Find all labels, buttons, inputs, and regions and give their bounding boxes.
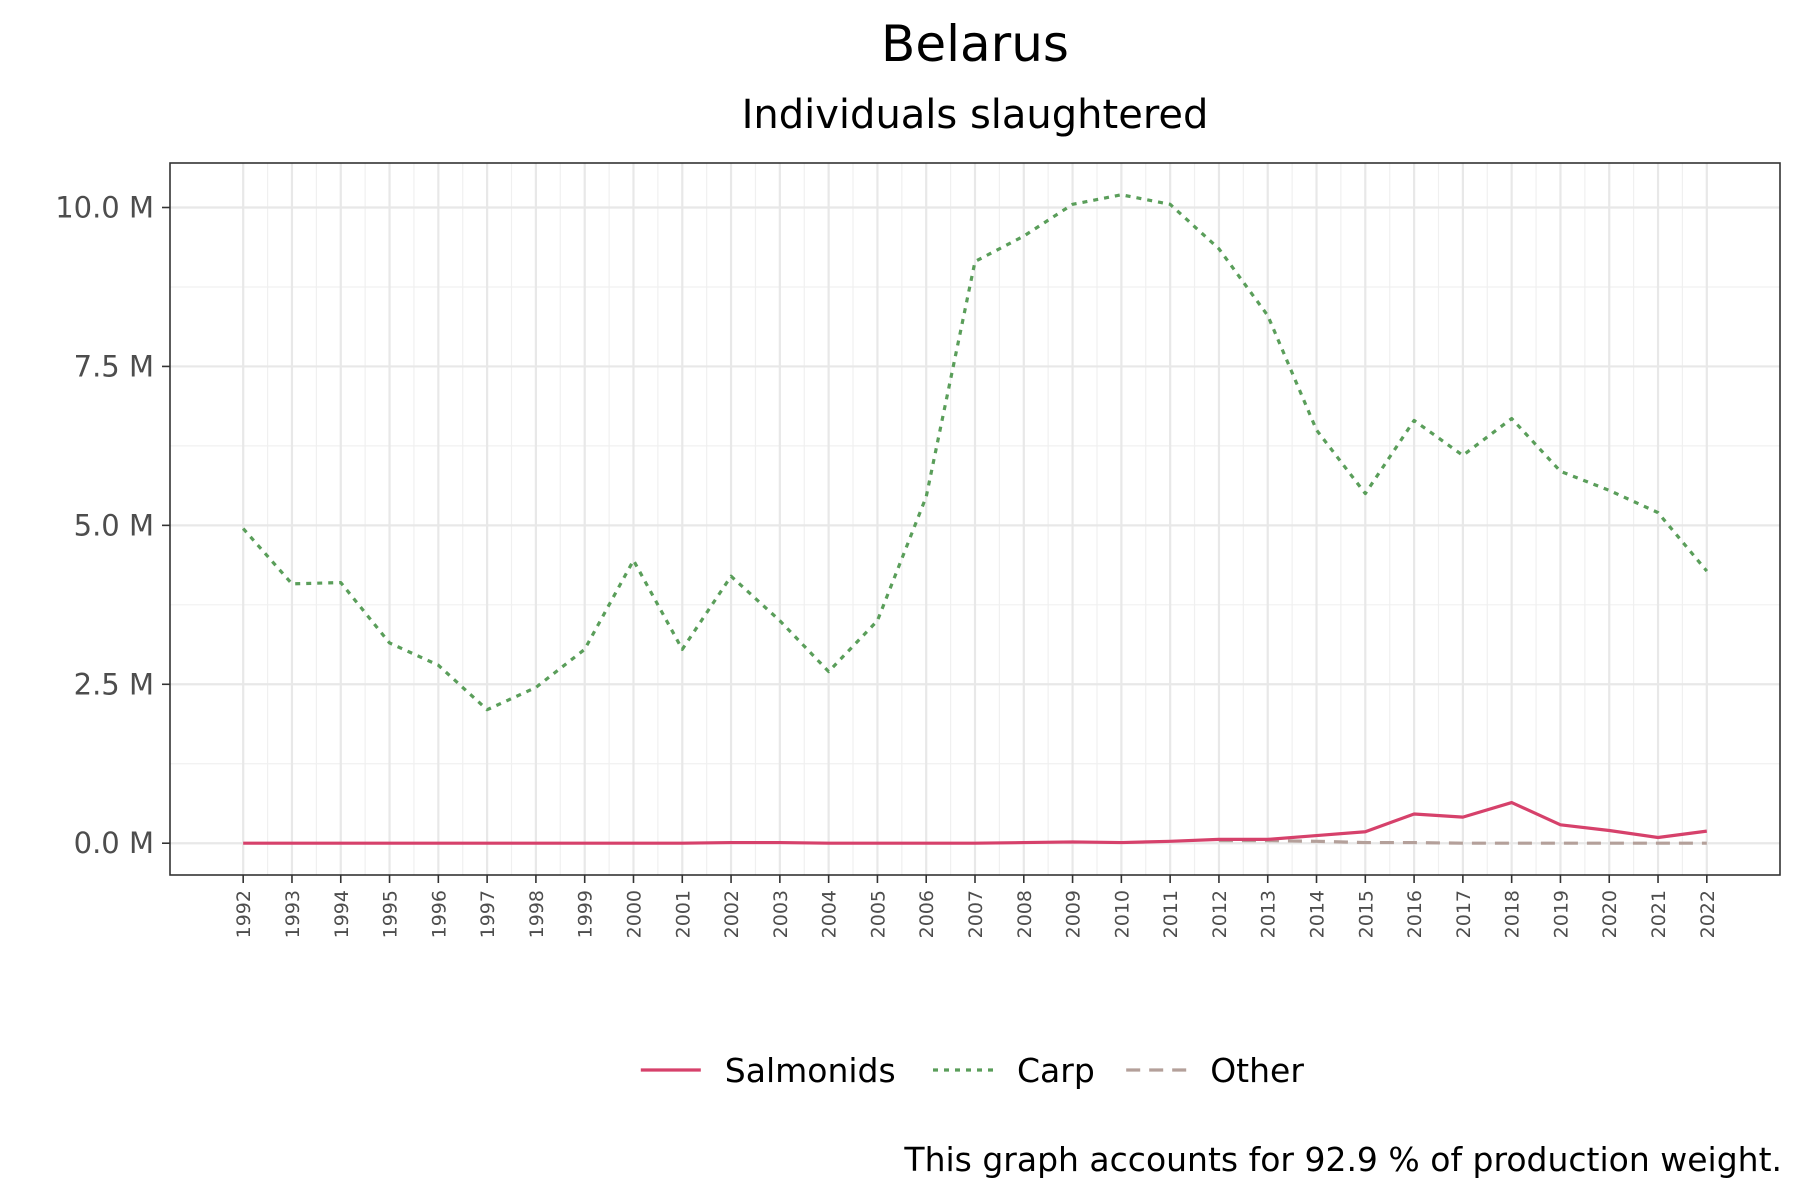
y-tick-label: 7.5 M xyxy=(74,349,154,383)
x-tick-label: 1997 xyxy=(477,890,499,938)
x-tick-label: 1994 xyxy=(331,890,353,938)
x-tick-label: 2011 xyxy=(1160,890,1182,938)
x-tick-label: 2005 xyxy=(867,890,889,938)
x-tick-label: 2001 xyxy=(672,890,694,938)
x-tick-label: 2007 xyxy=(965,890,987,938)
x-tick-label: 2010 xyxy=(1111,890,1133,938)
x-tick-label: 2021 xyxy=(1648,890,1670,938)
y-tick-label: 0.0 M xyxy=(74,826,154,860)
x-tick-label: 2022 xyxy=(1697,890,1719,938)
legend-label: Other xyxy=(1210,1051,1304,1090)
x-tick-label: 2019 xyxy=(1550,890,1572,938)
x-tick-label: 2014 xyxy=(1307,890,1329,938)
legend: Salmonids Carp Other xyxy=(640,1051,1304,1090)
legend-item-salmonids: Salmonids xyxy=(640,1051,896,1090)
x-tick-label: 2013 xyxy=(1258,890,1280,938)
x-tick-label: 1998 xyxy=(526,890,548,938)
x-tick-label: 2020 xyxy=(1599,890,1621,938)
x-tick-label: 2009 xyxy=(1063,890,1085,938)
legend-label: Carp xyxy=(1017,1051,1095,1090)
grid-minor xyxy=(170,163,1780,875)
legend-label: Salmonids xyxy=(725,1051,896,1090)
x-tick-label: 2018 xyxy=(1502,890,1524,938)
y-tick-label: 2.5 M xyxy=(74,667,154,701)
x-tick-label: 2017 xyxy=(1453,890,1475,938)
series-line-carp xyxy=(241,193,1709,712)
series-line-other xyxy=(1218,839,1707,845)
series-line-salmonids xyxy=(243,800,1708,845)
x-tick-label: 2004 xyxy=(819,890,841,938)
x-tick-label: 1996 xyxy=(428,890,450,938)
y-tick-label: 5.0 M xyxy=(74,508,154,542)
legend-item-other: Other xyxy=(1126,1051,1304,1090)
chart-subtitle: Individuals slaughtered xyxy=(742,92,1209,138)
x-tick-label: 2003 xyxy=(770,890,792,938)
x-tick-label: 2000 xyxy=(623,890,645,938)
x-tick-label: 2012 xyxy=(1209,890,1231,938)
x-tick-label: 1993 xyxy=(282,890,304,938)
x-tick-label: 2015 xyxy=(1355,890,1377,938)
x-axis: 1992 1993 1994 1995 1996 1997 1998 1999 2000 2001… xyxy=(233,875,1719,938)
x-tick-label: 2016 xyxy=(1404,890,1426,938)
x-tick-label: 1995 xyxy=(380,890,402,938)
series-layer xyxy=(241,193,1709,845)
chart-title: Belarus xyxy=(881,15,1069,73)
x-tick-label: 1992 xyxy=(233,890,255,938)
x-tick-label: 2008 xyxy=(1014,890,1036,938)
x-tick-label: 2002 xyxy=(721,890,743,938)
legend-item-carp: Carp xyxy=(933,1051,1095,1090)
x-tick-label: 2006 xyxy=(916,890,938,938)
y-axis: 0.0 M 2.5 M 5.0 M 7.5 M 10.0 M xyxy=(55,191,170,860)
x-tick-label: 1999 xyxy=(575,890,597,938)
chart-caption: This graph accounts for 92.9 % of produc… xyxy=(903,1140,1782,1179)
y-tick-label: 10.0 M xyxy=(55,191,154,225)
